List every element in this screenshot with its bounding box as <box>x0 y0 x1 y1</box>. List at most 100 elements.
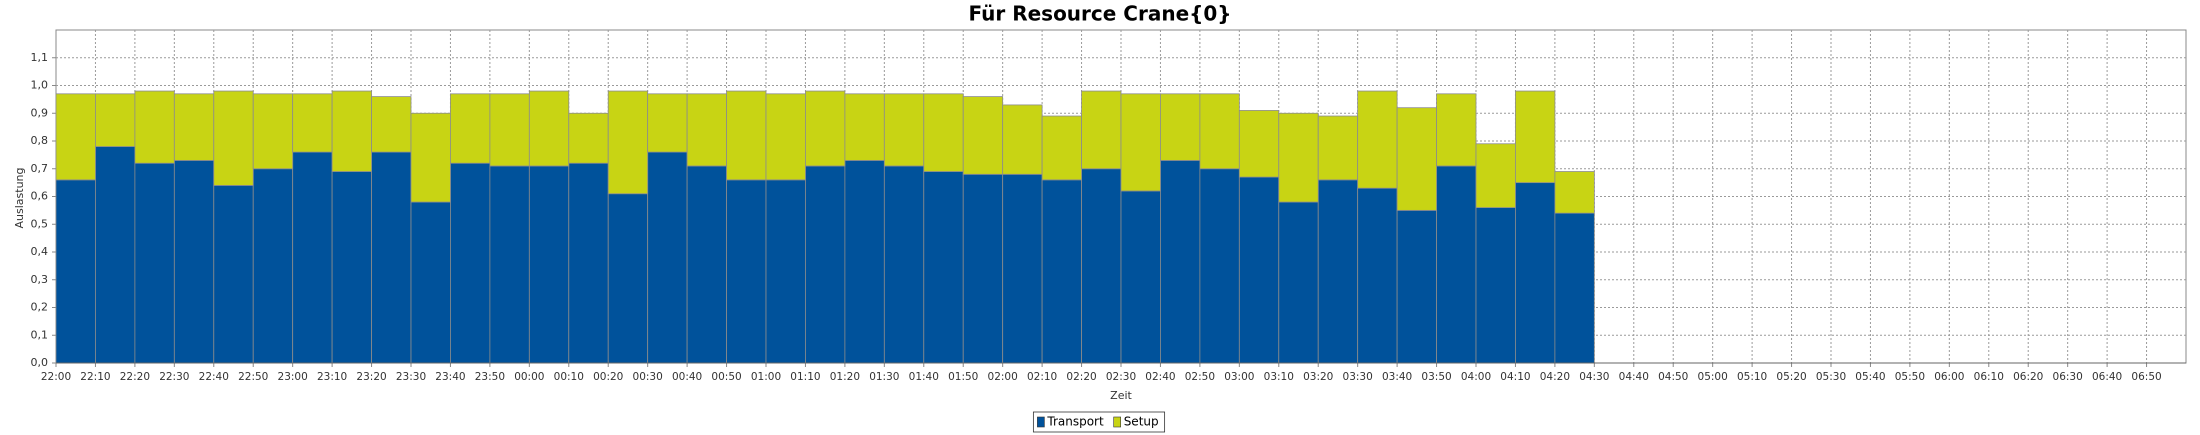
bar-segment <box>1041 115 1082 181</box>
bar-segment <box>1554 171 1595 214</box>
y-tick-label: 0,0 <box>31 356 49 369</box>
x-tick-label: 23:40 <box>435 371 465 383</box>
bar-segment <box>1160 93 1201 161</box>
x-tick-label: 23:30 <box>396 371 426 383</box>
bar-segment <box>1317 115 1359 181</box>
bar-segment <box>1396 107 1437 211</box>
bar-segment <box>962 96 1004 175</box>
y-tick-label: 0,6 <box>31 190 49 203</box>
bar-segment <box>923 93 964 172</box>
bar-segment <box>528 90 570 167</box>
bar-segment <box>647 151 688 364</box>
bar-segment <box>410 201 451 364</box>
bar-segment <box>568 112 609 164</box>
x-tick-label: 02:50 <box>1185 371 1215 383</box>
legend-swatch <box>1113 416 1121 428</box>
bar-segment <box>1396 209 1437 364</box>
bar-segment <box>55 93 96 181</box>
x-tick-label: 00:40 <box>672 371 702 383</box>
legend-label: Transport <box>1046 415 1104 429</box>
y-tick-label: 0,9 <box>31 106 49 119</box>
bar-segment <box>765 93 806 181</box>
y-tick-label: 0,7 <box>31 162 49 175</box>
bar-segment <box>1238 110 1280 178</box>
bar-segment <box>1515 90 1556 184</box>
x-tick-label: 23:10 <box>317 371 347 383</box>
bar-segment <box>252 93 294 170</box>
x-tick-label: 23:50 <box>475 371 505 383</box>
bar-segment <box>1436 93 1477 167</box>
x-tick-label: 02:00 <box>988 371 1018 383</box>
y-tick-label: 0,3 <box>31 273 49 286</box>
x-tick-label: 22:00 <box>41 371 71 383</box>
x-tick-label: 06:10 <box>1974 371 2004 383</box>
legend-box <box>1032 411 1166 433</box>
x-tick-label: 03:40 <box>1382 371 1412 383</box>
bar-segment <box>962 173 1004 364</box>
bar-segment <box>213 184 254 364</box>
bar-segment <box>489 165 530 364</box>
bar-segment <box>252 168 294 364</box>
bar-segment <box>450 93 491 164</box>
x-tick-label: 06:40 <box>2092 371 2122 383</box>
bar-segment <box>371 151 412 364</box>
x-tick-label: 00:00 <box>514 371 544 383</box>
bar-segment <box>805 90 846 167</box>
y-tick-label: 0,5 <box>31 217 49 230</box>
bar-segment <box>1120 190 1161 364</box>
x-tick-label: 01:20 <box>830 371 860 383</box>
bar-segment <box>1357 187 1398 364</box>
bar-segment <box>95 146 136 364</box>
bar-segment <box>568 162 609 364</box>
bar-segment <box>1081 90 1122 170</box>
legend-label: Setup <box>1124 415 1159 429</box>
bar-segment <box>686 93 727 167</box>
x-tick-label: 05:30 <box>1816 371 1846 383</box>
bar-segment <box>1081 168 1122 364</box>
x-tick-label: 02:10 <box>1027 371 1057 383</box>
y-tick-label: 1,1 <box>31 51 49 64</box>
y-tick-label: 1,0 <box>31 79 49 92</box>
x-tick-label: 05:10 <box>1737 371 1767 383</box>
bar-segment <box>528 165 570 364</box>
x-tick-label: 03:00 <box>1224 371 1254 383</box>
bar-segment <box>1120 93 1161 192</box>
bar-segment <box>292 151 333 364</box>
legend-swatch <box>1037 416 1045 428</box>
bar-segment <box>134 162 175 364</box>
bar-segment <box>607 193 649 364</box>
bar-segment <box>1278 201 1319 364</box>
bar-segment <box>489 93 530 167</box>
x-tick-label: 03:20 <box>1303 371 1333 383</box>
bar-segment <box>134 90 175 164</box>
bar-segment <box>686 165 727 364</box>
bar-segment <box>883 93 925 167</box>
bar-segment <box>1554 212 1595 364</box>
bar-segment <box>1357 90 1398 189</box>
bar-segment <box>173 93 215 161</box>
x-tick-label: 22:50 <box>238 371 268 383</box>
bar-segment <box>726 179 767 364</box>
bar-segment <box>647 93 688 153</box>
x-tick-label: 04:20 <box>1540 371 1570 383</box>
bar-segment <box>95 93 136 147</box>
x-tick-label: 01:40 <box>909 371 939 383</box>
x-tick-label: 05:00 <box>1698 371 1728 383</box>
x-tick-label: 01:10 <box>790 371 820 383</box>
y-tick-label: 0,1 <box>31 328 49 341</box>
bar-segment <box>371 96 412 153</box>
bar-segment <box>1278 112 1319 203</box>
x-tick-label: 05:50 <box>1895 371 1925 383</box>
bar-segment <box>410 112 451 203</box>
x-tick-label: 03:50 <box>1421 371 1451 383</box>
x-tick-label: 04:10 <box>1500 371 1530 383</box>
x-tick-label: 04:50 <box>1658 371 1688 383</box>
bar-segment <box>1199 93 1240 170</box>
bar-segment <box>1238 176 1280 364</box>
bar-segment <box>1515 182 1556 364</box>
x-tick-label: 23:00 <box>278 371 308 383</box>
bar-segment <box>923 171 964 364</box>
bar-segment <box>844 160 885 364</box>
bar-segment <box>1002 173 1043 364</box>
